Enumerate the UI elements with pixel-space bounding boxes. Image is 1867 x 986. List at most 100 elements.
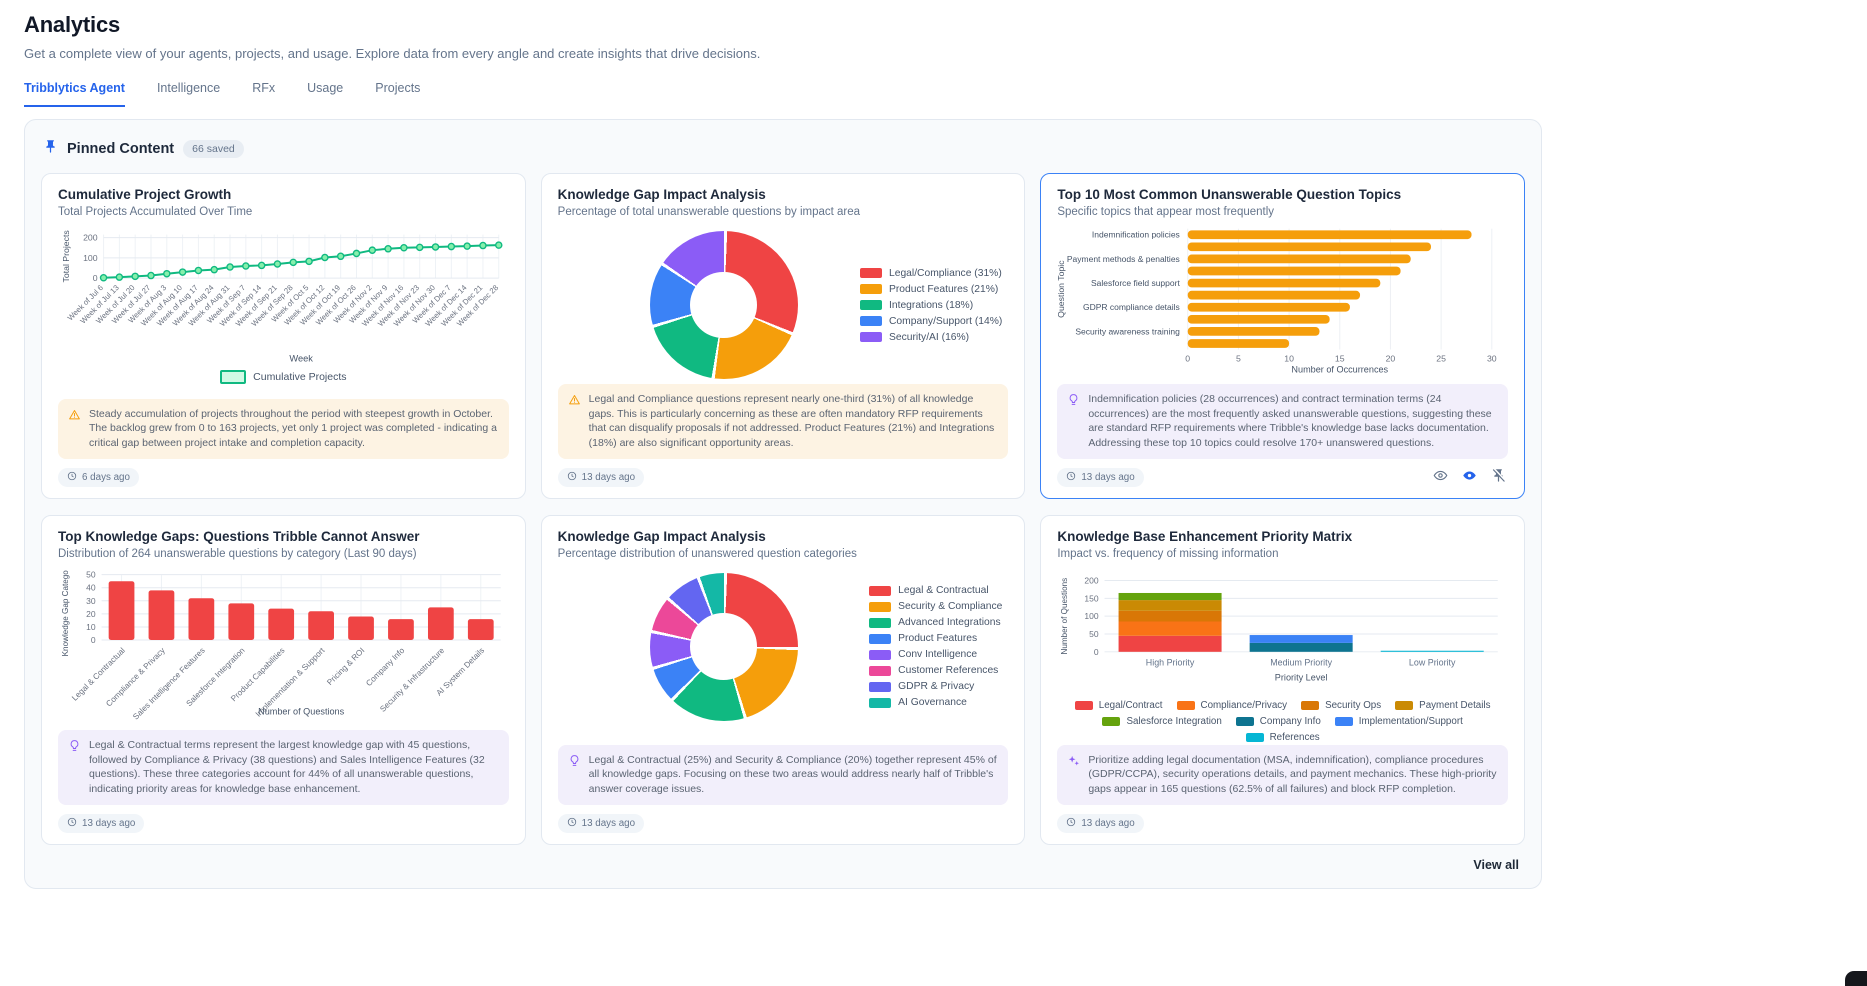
legend-item: References [1245,732,1320,743]
tab-projects[interactable]: Projects [375,81,421,95]
chart-legend: Legal & Contractual Security & Compliance… [869,585,1002,708]
legend-label: Conv Intelligence [898,649,978,661]
tab-intelligence[interactable]: Intelligence [156,81,221,95]
saved-count-badge: 66 saved [183,140,244,158]
card-title: Knowledge Gap Impact Analysis [557,528,766,544]
legend-label: Legal/Compliance (31%) [889,267,1002,279]
legend-swatch [860,332,882,342]
legend-item: Implementation/Support [1334,715,1463,727]
legend-swatch [1102,716,1121,726]
floating-widget[interactable] [1845,971,1867,986]
card-top-10-unanswerable-topics[interactable]: Top 10 Most Common Unanswerable Question… [1040,173,1525,499]
svg-text:Knowledge Gap Catego: Knowledge Gap Catego [61,569,70,656]
card-knowledge-gap-impact-analysis-2[interactable]: Knowledge Gap Impact Analysis Percentage… [540,514,1026,845]
card-kb-enhancement-priority-matrix[interactable]: Knowledge Base Enhancement Priority Matr… [1040,514,1525,845]
legend-label: Integrations (18%) [889,299,974,311]
legend-item: Company/Support (14%) [860,316,1002,327]
donut-wrap: Legal & Contractual Security & Compliance… [558,568,1009,726]
card-title: Top Knowledge Gaps: Questions Tribble Ca… [58,528,420,544]
svg-text:100: 100 [83,253,98,263]
insight-text: Prioritize adding legal documentation (M… [1088,753,1497,796]
insight-text: Steady accumulation of projects througho… [89,407,497,450]
eye-blue-icon [1462,468,1477,486]
legend-swatch [1301,700,1320,710]
legend-swatch [1176,700,1195,710]
legend-label: Company/Support (14%) [889,315,1003,327]
view-all-link[interactable]: View all [1473,857,1519,872]
timestamp-badge: 13 days ago [1057,467,1144,487]
svg-text:Salesforce field support: Salesforce field support [1091,278,1180,288]
legend-label: Payment Details [1419,699,1491,711]
analytics-page: Analytics Get a complete view of your ag… [24,12,1542,889]
svg-text:Security & Infrastructure: Security & Infrastructure [378,645,446,713]
card-title: Knowledge Base Enhancement Priority Matr… [1057,528,1353,544]
svg-text:Week: Week [289,353,313,363]
insight-text: Legal & Contractual terms represent the … [89,739,485,796]
card-title: Knowledge Gap Impact Analysis [557,187,766,202]
pinned-cards-grid: Cumulative Project Growth Total Projects… [41,173,1525,845]
insight-box: Steady accumulation of projects througho… [58,398,509,459]
view-eye-button[interactable] [1432,468,1450,486]
legend-swatch [1395,700,1414,710]
timestamp-badge: 6 days ago [58,467,139,487]
pinned-content-section: Pinned Content 66 saved Cumulative Proje… [24,119,1542,889]
legend-item: Customer References [869,665,1002,676]
legend-label: Implementation/Support [1358,715,1463,727]
donut-hole [690,613,757,681]
clock-icon [1066,471,1076,484]
timestamp-badge: 13 days ago [557,813,645,833]
line-chart: 0 100 200 Week of Jul 6 Week of Jul 13 Week o… [58,226,509,366]
legend-label: Legal & Contractual [898,585,989,597]
legend-swatch [869,601,892,612]
unpin-button[interactable] [1490,468,1508,486]
legend-swatch [860,284,882,294]
legend-swatch [1334,716,1353,726]
view-all-row: View all [41,845,1525,874]
insights-view-button[interactable] [1461,468,1479,486]
donut-ring [649,572,798,721]
legend-swatch [869,617,892,628]
legend-swatch [869,585,892,596]
svg-text:30: 30 [86,596,96,606]
card-subtitle: Specific topics that appear most frequen… [1057,206,1275,218]
card-knowledge-gap-impact-analysis[interactable]: Knowledge Gap Impact Analysis Percentage… [540,173,1026,499]
legend-item: Integrations (18%) [860,300,1002,311]
svg-text:20: 20 [86,609,96,619]
svg-text:50: 50 [86,569,96,579]
tab-rfx[interactable]: RFx [252,81,276,95]
svg-text:150: 150 [1085,593,1099,603]
legend-item: Company Info [1235,716,1321,727]
timestamp-text: 13 days ago [82,817,136,829]
clock-icon [567,471,577,484]
horizontal-bar-chart: 0 5 10 15 20 25 30 Indemnification policies Paym… [1056,226,1508,376]
legend-item: GDPR & Privacy [869,681,1002,692]
card-cumulative-project-growth[interactable]: Cumulative Project Growth Total Projects… [41,173,526,499]
tab-tribblytics-agent[interactable]: Tribblytics Agent [24,81,125,107]
svg-text:50: 50 [1089,629,1099,639]
timestamp-badge: 13 days ago [58,813,145,833]
svg-text:5: 5 [1236,353,1241,363]
donut-chart: Legal/Compliance (31%) Product Features (… [558,226,1009,384]
card-title: Cumulative Project Growth [58,187,232,202]
svg-text:10: 10 [1285,353,1295,363]
bar-chart: 0 10 20 30 40 50 Legal & Contractual Compliance… [58,568,509,721]
insight-box: Legal & Contractual terms represent the … [58,730,509,805]
svg-text:Question Topic: Question Topic [1056,260,1066,318]
timestamp-text: 13 days ago [581,471,636,483]
chart-legend: Cumulative Projects [58,370,509,384]
card-subtitle: Percentage distribution of unanswered qu… [557,547,857,560]
legend-item: Product Features [869,633,1002,644]
legend-swatch [869,681,892,692]
svg-text:Pricing & ROI: Pricing & ROI [325,646,366,687]
svg-text:0: 0 [91,635,96,645]
card-footer: 13 days ago [58,813,509,833]
tab-usage[interactable]: Usage [307,81,344,95]
clock-icon [1066,817,1076,830]
legend-item: Security Ops [1301,700,1381,711]
donut-wrap: Legal/Compliance (31%) Product Features (… [558,226,1009,384]
card-top-knowledge-gaps[interactable]: Top Knowledge Gaps: Questions Tribble Ca… [41,514,526,845]
card-footer: 13 days ago [557,467,1009,487]
svg-text:200: 200 [83,233,98,243]
page-title: Analytics [24,12,121,37]
svg-text:20: 20 [1386,353,1396,363]
